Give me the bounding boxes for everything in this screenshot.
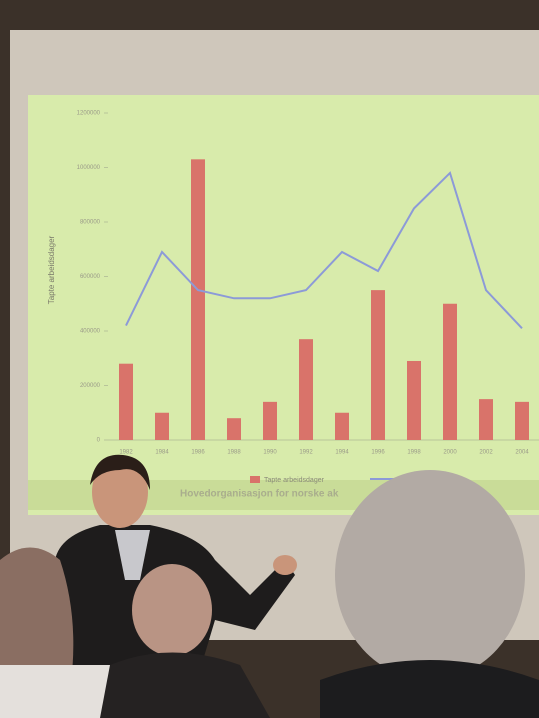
x-tick-label: 1996 <box>371 450 385 456</box>
y-tick-label: 600000 <box>80 274 101 280</box>
x-tick-label: 1994 <box>335 450 349 456</box>
bar <box>371 290 385 440</box>
y-tick-label: 400000 <box>80 329 101 335</box>
y-axis-title: Tapte arbeidsdager <box>47 235 56 304</box>
legend-swatch <box>250 476 260 483</box>
x-tick-label: 1982 <box>119 450 133 456</box>
x-tick-label: 2002 <box>479 450 493 456</box>
footer-text: Hovedorganisasjon for norske ak <box>180 489 339 500</box>
legend-label: Tapte arbeidsdager <box>264 477 325 484</box>
x-tick-label: 1990 <box>263 450 277 456</box>
x-tick-label: 1986 <box>191 450 205 456</box>
photo: Tapte arbeidsdager Hovedorganisasjon for… <box>0 0 539 718</box>
speaker-hand <box>273 555 297 575</box>
bar <box>479 399 493 440</box>
y-tick-label: 800000 <box>80 220 101 226</box>
bar <box>443 304 457 440</box>
page: Tapte arbeidsdager Hovedorganisasjon for… <box>0 0 539 718</box>
bar <box>191 159 205 440</box>
bar <box>227 418 241 440</box>
x-tick-label: 1998 <box>407 450 421 456</box>
bar <box>155 413 169 440</box>
bar <box>335 413 349 440</box>
x-tick-label: 2000 <box>443 450 457 456</box>
x-tick-label: 1988 <box>227 450 241 456</box>
y-tick-label: 1000000 <box>77 165 101 171</box>
projected-slide <box>28 95 539 515</box>
bar <box>515 402 529 440</box>
bar <box>407 361 421 440</box>
x-tick-label: 2004 <box>515 450 529 456</box>
x-tick-label: 1984 <box>155 450 169 456</box>
y-tick-label: 200000 <box>80 383 101 389</box>
audience-head-right <box>335 470 525 680</box>
audience-head-middle <box>132 564 212 656</box>
y-tick-label: 1200000 <box>77 111 101 117</box>
x-tick-label: 1992 <box>299 450 313 456</box>
bar <box>263 402 277 440</box>
bar <box>119 364 133 440</box>
bar <box>299 339 313 440</box>
